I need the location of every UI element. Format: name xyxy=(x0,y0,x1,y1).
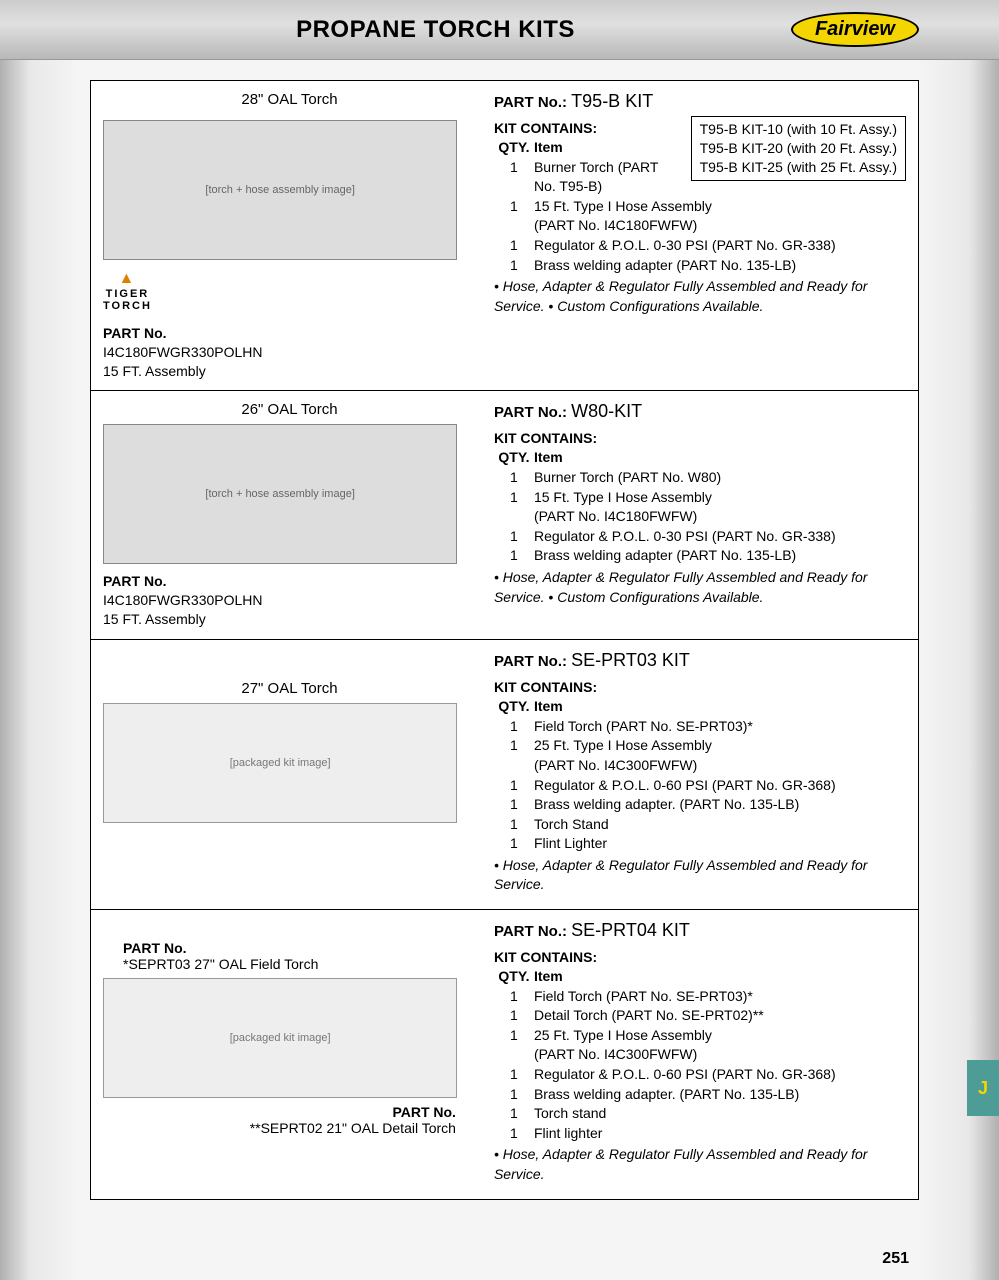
torch-title: 27" OAL Torch xyxy=(103,680,476,697)
kit-note: • Hose, Adapter & Regulator Fully Assemb… xyxy=(494,856,906,895)
kit-left-col: 26" OAL Torch [torch + hose assembly ima… xyxy=(91,391,488,639)
section-tab: J xyxy=(967,1060,999,1116)
kit-section: 27" OAL Torch [packaged kit image] PART … xyxy=(91,640,918,910)
part-number-header: PART No.: W80-KIT xyxy=(494,401,906,422)
product-image: [torch + hose assembly image] xyxy=(103,424,457,564)
torch-title: 26" OAL Torch xyxy=(103,401,476,418)
part-number-header: PART No.: SE-PRT04 KIT xyxy=(494,920,906,941)
page-header: PROPANE TORCH KITS Fairview xyxy=(0,0,999,60)
kit-section: 26" OAL Torch [torch + hose assembly ima… xyxy=(91,391,918,640)
page-title: PROPANE TORCH KITS xyxy=(80,16,791,44)
brand-logo: Fairview xyxy=(791,12,919,47)
product-image: [torch + hose assembly image] xyxy=(103,120,457,260)
kit-section: PART No. *SEPRT03 27" OAL Field Torch [p… xyxy=(91,910,918,1199)
kit-table: QTY. Item 1Field Torch (PART No. SE-PRT0… xyxy=(494,697,906,854)
torch-title: 28" OAL Torch xyxy=(103,91,476,108)
kit-table: QTY. Item 1Burner Torch (PART No. W80) 1… xyxy=(494,448,906,566)
kit-section: 28" OAL Torch [torch + hose assembly ima… xyxy=(91,81,918,391)
kit-contains-label: KIT CONTAINS: xyxy=(494,430,906,446)
kit-left-col: 28" OAL Torch [torch + hose assembly ima… xyxy=(91,81,488,390)
kit-note: • Hose, Adapter & Regulator Fully Assemb… xyxy=(494,277,906,316)
kit-contains-label: KIT CONTAINS: xyxy=(494,949,906,965)
part-number-header: PART No.: SE-PRT03 KIT xyxy=(494,650,906,671)
kit-left-col: 27" OAL Torch [packaged kit image] xyxy=(91,640,488,909)
callout-part-no: PART No. *SEPRT03 27" OAL Field Torch xyxy=(123,940,476,972)
product-image: [packaged kit image] xyxy=(103,978,457,1098)
catalog-content: 28" OAL Torch [torch + hose assembly ima… xyxy=(90,80,919,1200)
kit-note: • Hose, Adapter & Regulator Fully Assemb… xyxy=(494,1145,906,1184)
kit-left-col: PART No. *SEPRT03 27" OAL Field Torch [p… xyxy=(91,910,488,1199)
kit-note: • Hose, Adapter & Regulator Fully Assemb… xyxy=(494,568,906,607)
part-number-header: PART No.: T95-B KIT xyxy=(494,91,906,112)
kit-right-col: PART No.: SE-PRT04 KIT KIT CONTAINS: QTY… xyxy=(488,910,918,1199)
kit-right-col: PART No.: SE-PRT03 KIT KIT CONTAINS: QTY… xyxy=(488,640,918,909)
page-number: 251 xyxy=(882,1250,909,1268)
assembly-part-no: PART No. I4C180FWGR330POLHN 15 FT. Assem… xyxy=(103,324,476,381)
kit-right-col: PART No.: T95-B KIT T95-B KIT-10 (with 1… xyxy=(488,81,918,390)
tiger-torch-logo: ▲ TIGER TORCH xyxy=(103,270,152,312)
product-image: [packaged kit image] xyxy=(103,703,457,823)
kit-contains-label: KIT CONTAINS: xyxy=(494,679,906,695)
kit-right-col: PART No.: W80-KIT KIT CONTAINS: QTY. Ite… xyxy=(488,391,918,639)
kit-table: QTY. Item 1Field Torch (PART No. SE-PRT0… xyxy=(494,967,906,1143)
callout-part-no: PART No. **SEPRT02 21" OAL Detail Torch xyxy=(103,1104,456,1136)
assembly-part-no: PART No. I4C180FWGR330POLHN 15 FT. Assem… xyxy=(103,572,476,629)
variant-box: T95-B KIT-10 (with 10 Ft. Assy.) T95-B K… xyxy=(691,116,906,181)
